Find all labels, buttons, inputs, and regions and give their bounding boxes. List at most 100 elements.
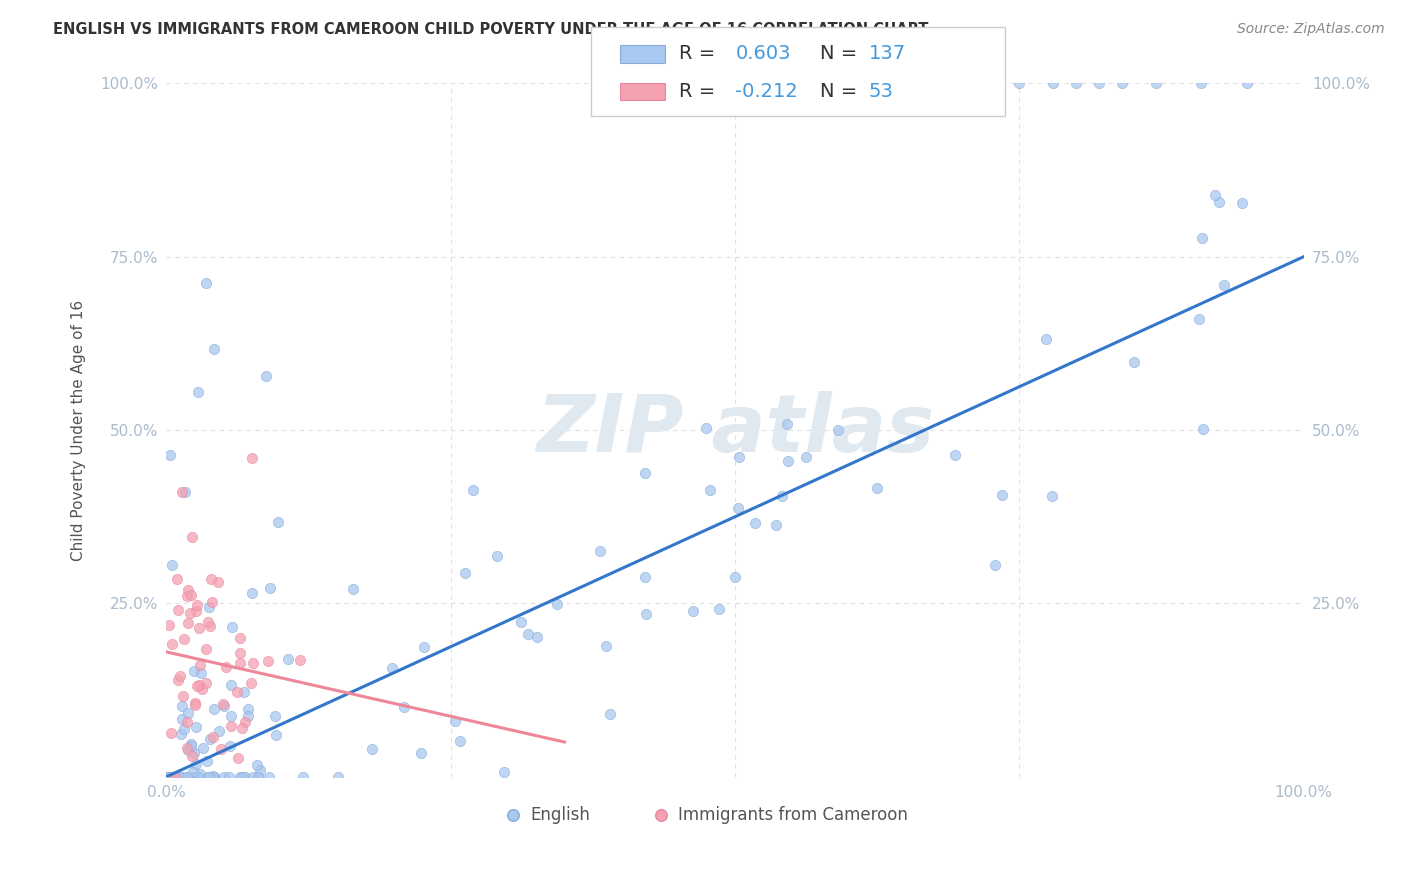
- Point: [517, 627, 540, 641]
- Text: N =: N =: [820, 45, 863, 63]
- Point: [193, 740, 215, 755]
- Point: [444, 714, 467, 728]
- Point: [236, 709, 259, 723]
- Point: [264, 728, 287, 742]
- Point: [202, 342, 225, 356]
- Point: [170, 727, 193, 741]
- Point: [409, 746, 432, 760]
- Point: [183, 696, 205, 710]
- Point: [184, 720, 207, 734]
- Point: [212, 770, 235, 784]
- Point: [190, 666, 212, 681]
- Point: [162, 637, 184, 651]
- Point: [159, 770, 181, 784]
- Point: [1123, 355, 1146, 369]
- Point: [229, 646, 252, 660]
- Point: [264, 709, 287, 723]
- Point: [219, 739, 242, 754]
- Point: [984, 558, 1007, 573]
- Point: [186, 679, 208, 693]
- Point: [209, 742, 232, 756]
- Point: [207, 575, 229, 590]
- Point: [247, 770, 270, 784]
- Point: [177, 743, 200, 757]
- Point: [765, 518, 787, 533]
- Point: [180, 739, 202, 753]
- Point: [727, 500, 749, 515]
- Point: [215, 659, 238, 673]
- Point: [267, 516, 290, 530]
- Point: [510, 615, 533, 629]
- Point: [242, 656, 264, 670]
- Point: [208, 723, 231, 738]
- Point: [634, 607, 657, 621]
- Point: [169, 770, 191, 784]
- Point: [221, 709, 243, 723]
- Point: [634, 466, 657, 480]
- Point: [547, 597, 569, 611]
- Point: [157, 770, 180, 784]
- Point: [342, 582, 364, 596]
- Text: Immigrants from Cameroon: Immigrants from Cameroon: [678, 805, 908, 824]
- Point: [794, 450, 817, 464]
- Point: [991, 488, 1014, 502]
- Point: [650, 807, 672, 822]
- Point: [1035, 333, 1057, 347]
- Point: [186, 598, 208, 612]
- Point: [1064, 77, 1087, 91]
- Point: [259, 581, 281, 595]
- Point: [827, 423, 849, 437]
- Point: [246, 758, 269, 772]
- Point: [157, 770, 180, 784]
- Point: [197, 770, 219, 784]
- Point: [163, 770, 186, 784]
- Point: [228, 751, 250, 765]
- Point: [1088, 77, 1111, 91]
- Point: [195, 676, 218, 690]
- Point: [198, 770, 221, 784]
- Point: [1187, 312, 1209, 326]
- Point: [201, 769, 224, 783]
- Point: [198, 599, 221, 614]
- Point: [191, 682, 214, 697]
- Point: [176, 589, 198, 603]
- Point: [180, 770, 202, 784]
- Point: [163, 770, 186, 784]
- Text: R =: R =: [679, 45, 721, 63]
- Point: [177, 616, 200, 631]
- Point: [744, 516, 766, 531]
- Point: [212, 698, 235, 712]
- Point: [1230, 195, 1253, 210]
- Point: [770, 489, 793, 503]
- Point: [486, 549, 509, 563]
- Point: [157, 770, 180, 784]
- Text: -0.212: -0.212: [735, 82, 799, 101]
- Text: R =: R =: [679, 82, 721, 101]
- Point: [184, 698, 207, 713]
- Point: [166, 573, 188, 587]
- Point: [188, 770, 211, 784]
- Point: [231, 721, 253, 735]
- Text: ENGLISH VS IMMIGRANTS FROM CAMEROON CHILD POVERTY UNDER THE AGE OF 16 CORRELATIO: ENGLISH VS IMMIGRANTS FROM CAMEROON CHIL…: [53, 22, 929, 37]
- Point: [163, 770, 186, 784]
- Point: [179, 606, 201, 620]
- Point: [184, 604, 207, 618]
- Point: [195, 276, 218, 290]
- Point: [170, 484, 193, 499]
- Point: [200, 731, 222, 746]
- Y-axis label: Child Poverty Under the Age of 16: Child Poverty Under the Age of 16: [72, 300, 86, 561]
- Text: ZIP atlas: ZIP atlas: [536, 391, 934, 469]
- Point: [195, 754, 218, 768]
- Point: [1236, 77, 1258, 91]
- Point: [202, 770, 225, 784]
- Point: [166, 673, 188, 687]
- Point: [724, 570, 747, 584]
- Point: [184, 757, 207, 772]
- Point: [1191, 422, 1213, 436]
- Point: [1111, 77, 1133, 91]
- Point: [181, 765, 204, 780]
- Point: [492, 765, 515, 780]
- Point: [172, 690, 194, 704]
- Point: [160, 558, 183, 573]
- Point: [461, 483, 484, 498]
